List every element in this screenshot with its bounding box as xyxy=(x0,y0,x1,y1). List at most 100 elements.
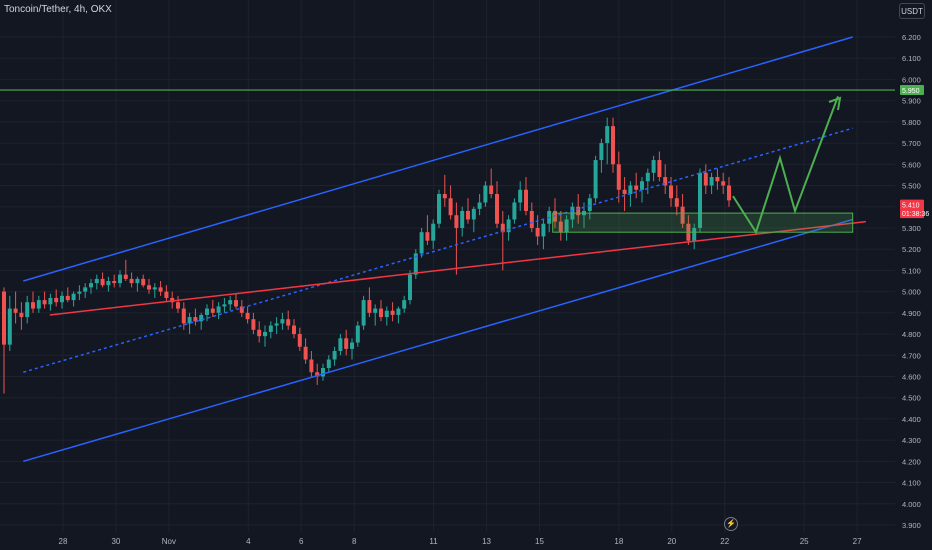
candle-body xyxy=(466,210,470,220)
candle-body xyxy=(344,338,349,349)
candle-body xyxy=(413,253,418,275)
candle-body xyxy=(616,164,621,190)
price-tick-label: 4.200 xyxy=(902,457,921,466)
price-tick-label: 5.600 xyxy=(902,160,921,169)
candle-body xyxy=(703,172,708,186)
candle-body xyxy=(338,338,343,352)
candle-body xyxy=(60,295,64,303)
candle-body xyxy=(611,126,615,165)
candle-body xyxy=(593,160,598,199)
candle-body xyxy=(315,372,320,377)
candle-body xyxy=(89,283,93,288)
price-tick-label: 4.800 xyxy=(902,330,921,339)
candle-body xyxy=(384,310,389,318)
candle-body xyxy=(442,194,447,199)
candle-body xyxy=(94,278,99,284)
price-label-text: 5.410 xyxy=(902,203,920,210)
candle-body xyxy=(373,308,378,313)
time-axis[interactable]: 2830Nov46811131518202225272 xyxy=(59,537,932,546)
candle-body xyxy=(245,312,250,320)
price-tick-label: 5.800 xyxy=(902,118,921,127)
candle-body xyxy=(158,287,163,292)
candle-body xyxy=(477,202,482,209)
candle-body xyxy=(495,194,499,224)
candle-body xyxy=(65,295,70,301)
candle-body xyxy=(448,198,453,216)
candle-body xyxy=(100,278,105,286)
candle-body xyxy=(71,293,76,301)
candle-body xyxy=(402,300,407,309)
candle-body xyxy=(367,300,372,313)
candle-body xyxy=(622,189,627,195)
price-tick-label: 4.500 xyxy=(902,394,921,403)
price-label-box xyxy=(900,85,924,96)
candle-body xyxy=(292,325,296,335)
candle-body xyxy=(379,308,383,318)
candle-body xyxy=(135,278,140,284)
projection-path xyxy=(732,96,839,235)
candle-body xyxy=(454,215,459,228)
candle-body xyxy=(419,232,424,254)
candle-body xyxy=(83,287,88,292)
candle-body xyxy=(210,308,215,313)
trendline xyxy=(49,220,867,316)
candle-body xyxy=(489,185,494,195)
price-tick-label: 4.700 xyxy=(902,351,921,360)
price-axis[interactable]: 6.200 6.100 6.000 5.900 5.800 5.700 5.600 5.500… xyxy=(900,33,929,530)
candle-body xyxy=(361,300,366,326)
candle-body xyxy=(25,302,30,318)
price-tick-label: 6.100 xyxy=(902,54,921,63)
candle-body xyxy=(321,367,325,377)
candle-body xyxy=(181,308,186,324)
lightning-icon[interactable]: ⚡ xyxy=(724,517,738,531)
price-tick-label: 5.000 xyxy=(902,288,921,297)
time-tick-label: 30 xyxy=(111,537,120,546)
time-tick-label: 28 xyxy=(59,537,68,546)
candle-body xyxy=(709,177,714,186)
candle-body xyxy=(576,206,581,216)
candle-body xyxy=(77,291,82,294)
candle-body xyxy=(390,310,395,315)
candle-body xyxy=(692,227,697,241)
price-tick-label: 4.100 xyxy=(902,479,921,488)
time-tick-label: 25 xyxy=(800,537,809,546)
chart-grid xyxy=(0,0,895,532)
candle-body xyxy=(13,308,18,313)
candle-body xyxy=(280,319,285,324)
candle-body xyxy=(42,300,47,305)
candle-body xyxy=(512,202,517,220)
price-tick-label: 3.900 xyxy=(902,521,921,530)
candle-body xyxy=(721,181,726,186)
candle-body xyxy=(698,172,702,228)
candle-body xyxy=(425,232,430,241)
candle-body xyxy=(193,317,198,322)
time-tick-label: 8 xyxy=(352,537,357,546)
channel-upper-line xyxy=(23,36,853,282)
candle-body xyxy=(36,300,41,309)
candle-body xyxy=(118,274,122,284)
candle-body xyxy=(634,185,639,190)
price-label-text: 5.950 xyxy=(902,88,920,95)
candle-body xyxy=(164,291,169,298)
price-tick-label: 4.600 xyxy=(902,372,921,381)
candle-body xyxy=(228,300,233,305)
candle-body xyxy=(48,297,53,305)
candle-body xyxy=(651,160,656,173)
price-label-text: 01:38:36 xyxy=(902,211,929,218)
candle-body xyxy=(541,223,546,237)
chart-drawings xyxy=(0,36,895,463)
price-tick-label: 4.300 xyxy=(902,436,921,445)
price-tick-label: 5.200 xyxy=(902,245,921,254)
candle-body xyxy=(257,329,262,337)
price-label-box xyxy=(900,199,924,210)
price-tick-label: 6.200 xyxy=(902,33,921,42)
candle-body xyxy=(129,278,134,284)
candle-body xyxy=(460,210,465,228)
price-tick-label: 5.900 xyxy=(902,97,921,106)
price-tick-label: 4.400 xyxy=(902,415,921,424)
candle-body xyxy=(640,181,644,190)
currency-unit-button[interactable]: USDT xyxy=(899,3,925,19)
candle-body xyxy=(31,302,35,309)
time-tick-label: 13 xyxy=(482,537,491,546)
